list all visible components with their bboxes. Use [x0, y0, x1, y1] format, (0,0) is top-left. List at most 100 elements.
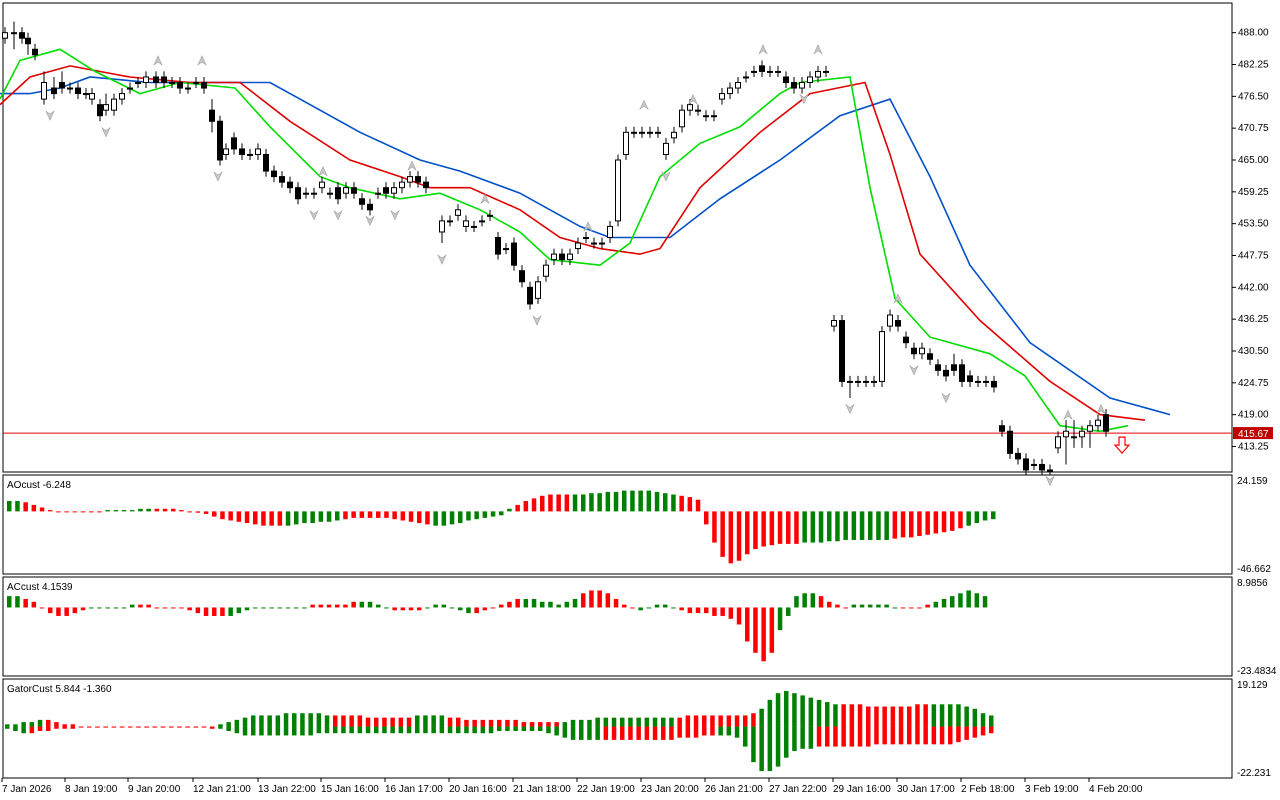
fractal-down	[941, 392, 951, 404]
indicator-bar	[753, 607, 758, 653]
gator-upper-bar	[595, 717, 600, 727]
gator-lower-bar	[333, 726, 338, 734]
candle	[439, 215, 445, 244]
ac-title: ACcust 4.1539	[7, 582, 73, 593]
gator-lower-bar	[431, 726, 436, 734]
gator-lower-bar	[423, 726, 428, 734]
fractal-up	[639, 99, 649, 111]
gator-lower-bar	[784, 726, 789, 758]
candle	[639, 126, 645, 138]
fractal-up	[583, 221, 593, 232]
candle	[185, 82, 191, 94]
candle	[311, 187, 317, 199]
gator-upper-bar	[923, 704, 928, 727]
gator-upper-bar	[882, 706, 887, 727]
candle	[863, 375, 869, 387]
indicator-bar	[556, 604, 561, 608]
indicator-bar	[7, 596, 12, 608]
candle	[879, 326, 885, 387]
indicator-bar	[31, 601, 37, 608]
gator-lower-bar	[644, 726, 650, 740]
gator-upper-bar	[644, 717, 650, 727]
indicator-bar	[630, 490, 635, 512]
candle	[711, 110, 717, 122]
indicator-bar	[72, 607, 78, 614]
fractal-down	[365, 215, 375, 227]
gator-upper-bar	[398, 717, 404, 727]
gator-upper-bar	[324, 715, 330, 727]
indicator-bar	[917, 607, 922, 609]
ao-panel[interactable]	[2, 474, 1233, 575]
candle	[663, 137, 669, 160]
candle	[911, 342, 917, 360]
candle	[217, 115, 223, 166]
gator-upper-bar	[587, 719, 592, 727]
indicator-bar	[80, 511, 86, 513]
indicator-bar	[769, 607, 775, 653]
indicator-bar	[950, 596, 955, 608]
ac-panel[interactable]	[2, 576, 1233, 677]
gator-upper-bar	[915, 704, 920, 727]
gator-lower-bar	[210, 726, 215, 729]
indicator-bar	[261, 511, 266, 526]
indicator-bar	[613, 491, 619, 512]
gator-upper-bar	[702, 715, 707, 727]
candle	[415, 171, 421, 188]
gator-lower-bar	[480, 726, 486, 734]
time-label: 4 Feb 20:00	[1089, 784, 1143, 795]
indicator-bar	[499, 604, 504, 608]
candle	[727, 82, 733, 100]
gator-lower-bar	[488, 726, 494, 734]
indicator-bar	[171, 508, 176, 512]
gator-upper-bar	[693, 715, 699, 727]
indicator-bar	[909, 607, 914, 609]
candle	[127, 82, 133, 94]
indicator-bar	[925, 604, 930, 608]
candle	[255, 143, 261, 160]
indicator-bar	[277, 607, 283, 609]
indicator-bar	[941, 598, 947, 608]
gator-lower-bar	[718, 726, 723, 736]
candle	[959, 359, 965, 387]
indicator-bar	[638, 607, 643, 611]
current-price-line: 415.67	[3, 427, 1273, 440]
gator-lower-bar	[415, 726, 420, 734]
indicator-bar	[56, 511, 61, 513]
candle	[519, 265, 525, 288]
candle	[799, 76, 805, 94]
indicator-bar	[827, 511, 832, 542]
candle	[991, 375, 997, 393]
indicator-bar	[310, 604, 315, 608]
candle	[335, 182, 341, 205]
indicator-bar	[745, 607, 750, 642]
gator-upper-bar	[734, 715, 740, 727]
gator-lower-bar	[669, 726, 674, 740]
candle	[19, 27, 25, 44]
indicator-bar	[671, 607, 676, 609]
gator-lower-bar	[300, 726, 305, 736]
gator-lower-bar	[54, 726, 59, 729]
candle	[495, 231, 501, 260]
gator-lower-bar	[989, 726, 994, 734]
indicator-bar	[474, 511, 479, 520]
gator-upper-bar	[948, 704, 953, 727]
gator-lower-bar	[734, 726, 740, 738]
fractal-down	[437, 254, 447, 265]
indicator-bar	[540, 495, 545, 512]
indicator-bar	[646, 607, 652, 609]
indicator-bar	[195, 511, 201, 513]
gator-panel[interactable]	[2, 678, 1233, 779]
indicator-bar	[269, 511, 274, 526]
indicator-bar	[868, 511, 873, 540]
gator-lower-bar	[898, 726, 904, 745]
gator-lower-bar	[259, 726, 264, 736]
gator-upper-bar	[259, 715, 264, 727]
gator-lower-bar	[833, 726, 838, 747]
candle	[751, 65, 757, 77]
gator-upper-bar	[415, 715, 420, 727]
price-label: 453.50	[1238, 219, 1269, 230]
indicator-bar	[622, 604, 627, 608]
indicator-bar	[121, 510, 127, 512]
price-label: 465.00	[1238, 155, 1269, 166]
